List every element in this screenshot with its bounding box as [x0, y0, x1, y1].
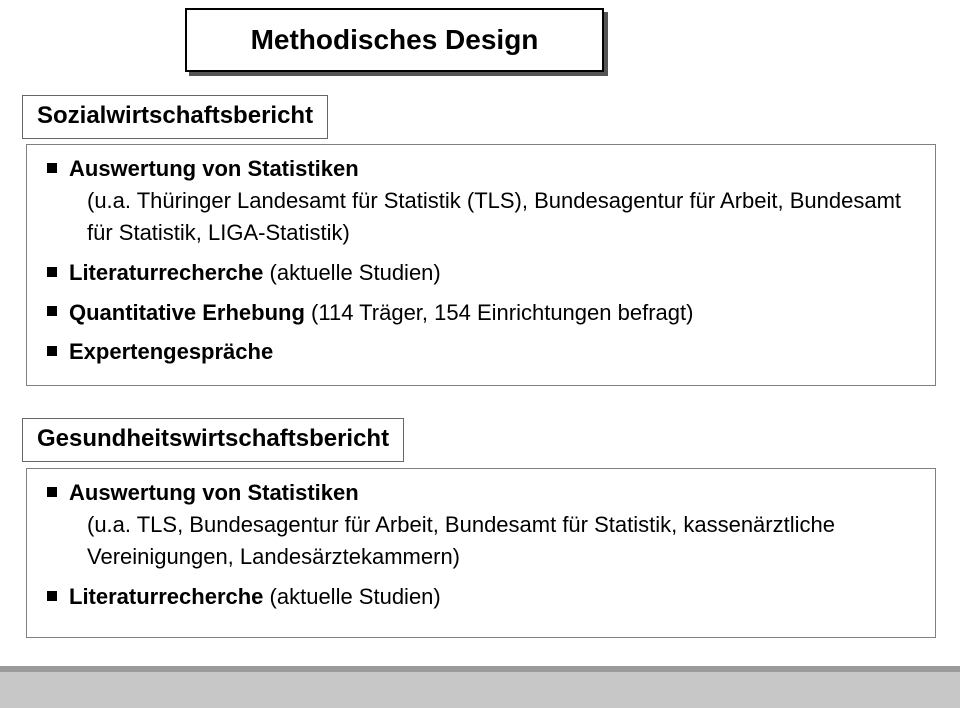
slide-title: Methodisches Design: [251, 24, 539, 56]
item-tail: (aktuelle Studien): [263, 584, 440, 609]
slide: Methodisches Design Sozialwirtschaftsber…: [0, 0, 960, 708]
item-lead: Quantitative Erhebung: [69, 300, 305, 325]
section-block-sozial: Auswertung von Statistiken (u.a. Thüring…: [26, 144, 936, 386]
item-tail: (aktuelle Studien): [263, 260, 440, 285]
list-item: Auswertung von Statistiken (u.a. Thüring…: [41, 153, 921, 249]
list-item: Auswertung von Statistiken (u.a. TLS, Bu…: [41, 477, 921, 573]
item-lead: Auswertung von Statistiken: [69, 480, 359, 505]
item-cont: (u.a. Thüringer Landesamt für Statistik …: [69, 185, 921, 249]
item-lead: Literaturrecherche: [69, 584, 263, 609]
list-item: Literaturrecherche (aktuelle Studien): [41, 257, 921, 289]
section-label-text: Sozialwirtschaftsbericht: [37, 102, 313, 129]
item-cont: (u.a. TLS, Bundesagentur für Arbeit, Bun…: [69, 509, 921, 573]
item-tail: (114 Träger, 154 Einrichtungen befragt): [305, 300, 694, 325]
item-lead: Expertengespräche: [69, 339, 273, 364]
slide-title-box: Methodisches Design: [185, 8, 604, 72]
footer-bar: [0, 666, 960, 708]
bullet-list: Auswertung von Statistiken (u.a. Thüring…: [41, 153, 921, 368]
section-block-gesund: Auswertung von Statistiken (u.a. TLS, Bu…: [26, 468, 936, 638]
section-label-sozial: Sozialwirtschaftsbericht: [22, 95, 328, 139]
item-lead: Auswertung von Statistiken: [69, 156, 359, 181]
bullet-list: Auswertung von Statistiken (u.a. TLS, Bu…: [41, 477, 921, 613]
section-label-gesund: Gesundheitswirtschaftsbericht: [22, 418, 404, 462]
list-item: Literaturrecherche (aktuelle Studien): [41, 581, 921, 613]
list-item: Expertengespräche: [41, 336, 921, 368]
section-label-text: Gesundheitswirtschaftsbericht: [37, 425, 389, 452]
item-lead: Literaturrecherche: [69, 260, 263, 285]
list-item: Quantitative Erhebung (114 Träger, 154 E…: [41, 297, 921, 329]
